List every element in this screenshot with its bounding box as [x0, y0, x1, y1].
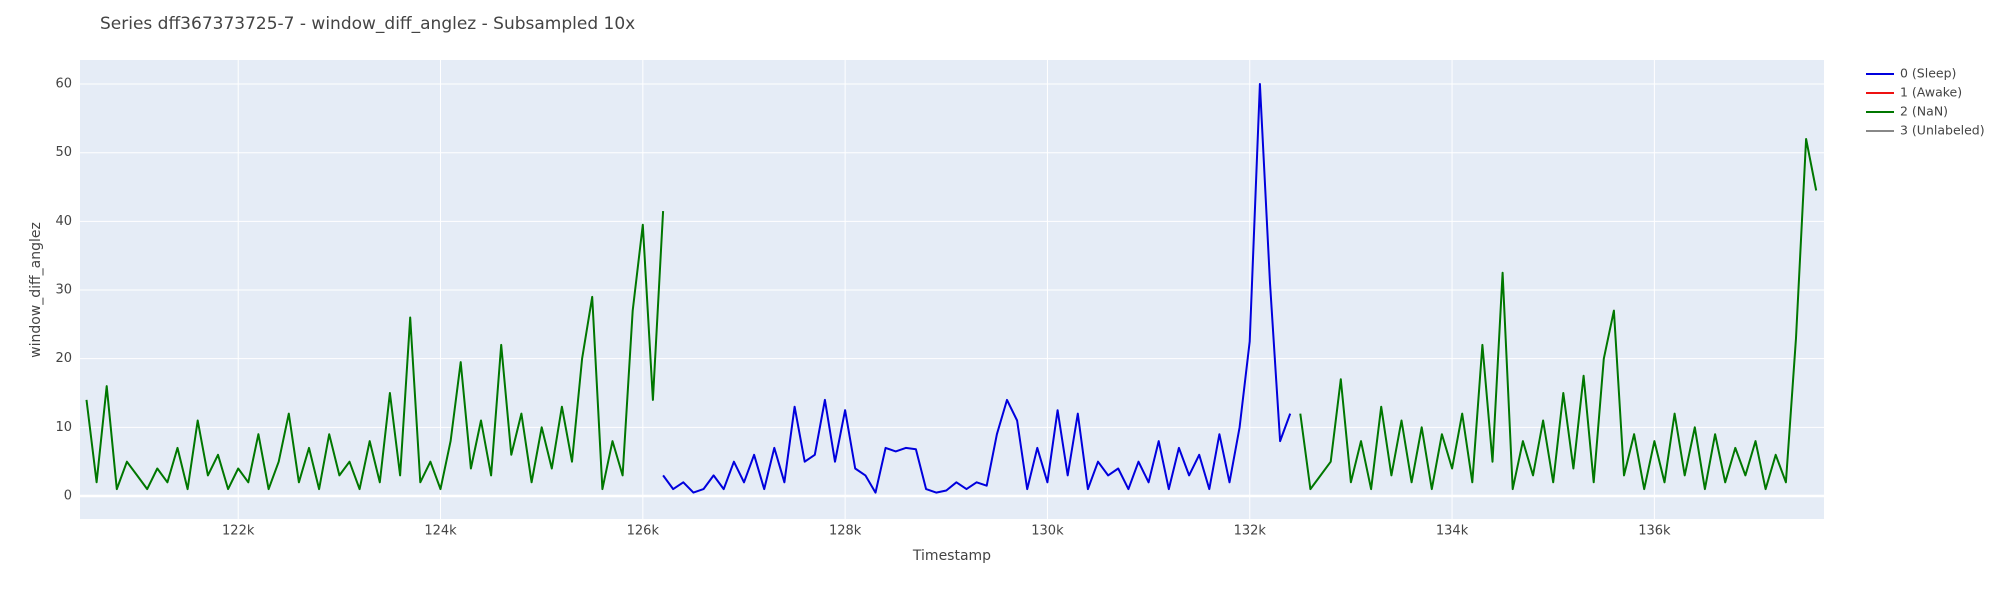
y-tick-label: 0 [64, 488, 72, 503]
y-tick-label: 60 [55, 77, 72, 92]
y-tick-label: 10 [55, 420, 72, 435]
chart-title: Series dff367373725-7 - window_diff_angl… [100, 14, 635, 34]
x-tick-label: 122k [222, 524, 255, 539]
y-tick-label: 30 [55, 283, 72, 298]
legend-label: 2 (NaN) [1900, 104, 1948, 119]
x-tick-label: 134k [1436, 524, 1469, 539]
x-axis-title: Timestamp [912, 548, 991, 564]
x-tick-label: 136k [1638, 524, 1671, 539]
y-tick-label: 50 [55, 145, 72, 160]
y-axis-title: window_diff_anglez [28, 222, 44, 358]
x-tick-label: 128k [829, 524, 862, 539]
legend-label: 3 (Unlabeled) [1900, 123, 1985, 138]
x-tick-label: 124k [424, 524, 457, 539]
y-tick-label: 20 [55, 351, 72, 366]
x-tick-label: 126k [627, 524, 660, 539]
x-tick-label: 130k [1031, 524, 1064, 539]
series-line [85, 138, 1818, 491]
legend-label: 1 (Awake) [1900, 85, 1962, 100]
x-tick-label: 132k [1234, 524, 1267, 539]
legend-label: 0 (Sleep) [1900, 66, 1956, 81]
y-tick-label: 40 [55, 214, 72, 229]
series-line [662, 83, 1292, 494]
plot-area [80, 60, 1824, 519]
